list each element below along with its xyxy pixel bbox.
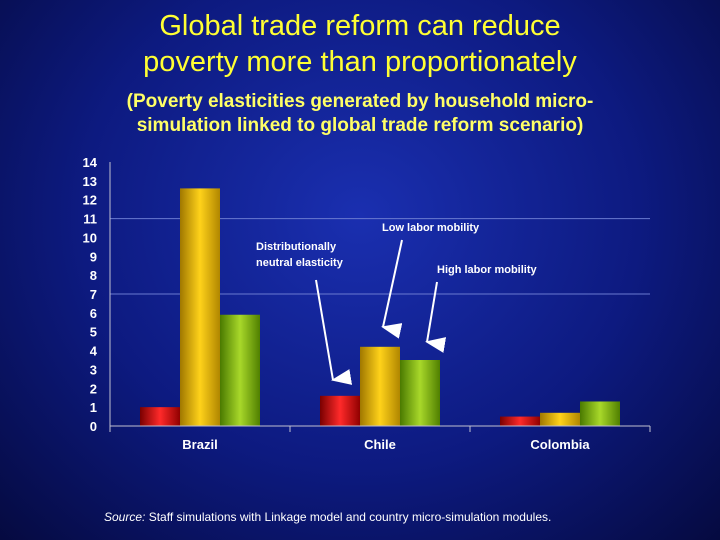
category-label: Colombia (530, 437, 590, 452)
source-text: Staff simulations with Linkage model and… (145, 510, 552, 524)
slide-subtitle: (Poverty elasticities generated by house… (0, 90, 720, 138)
y-tick-label: 6 (90, 306, 97, 321)
annotation-label: High labor mobility (437, 264, 537, 276)
y-tick-label: 12 (83, 193, 97, 208)
annotations: Distributionally neutral elasticity Low la… (256, 222, 537, 385)
bar-brazil-series-1 (140, 407, 180, 426)
annotation-arrow (381, 239, 403, 339)
y-tick-label: 8 (90, 268, 97, 283)
bars (140, 188, 620, 426)
y-tick-label: 14 (83, 155, 98, 170)
bar-brazil-series-2 (180, 188, 220, 426)
annotation-label: neutral elasticity (256, 257, 344, 269)
subtitle-line-1: (Poverty elasticities generated by house… (126, 91, 594, 112)
subtitle-line-2: simulation linked to global trade reform… (136, 115, 584, 136)
x-axis: Brazil Chile Colombia (109, 425, 651, 452)
bar-colombia-series-3 (580, 401, 620, 426)
category-label: Brazil (182, 437, 217, 452)
y-tick-label: 13 (83, 174, 97, 189)
source-label: Source: (104, 510, 146, 524)
y-tick-label: 9 (90, 249, 97, 264)
bar-chile-series-3 (400, 360, 440, 426)
bar-chile-series-2 (360, 346, 400, 426)
y-tick-label: 7 (90, 287, 97, 302)
category-label: Chile (364, 437, 396, 452)
bar-brazil-series-3 (220, 314, 260, 426)
annotation-arrow (425, 281, 447, 353)
y-tick-label: 3 (90, 362, 97, 377)
title-line-2: poverty more than proportionately (143, 46, 577, 78)
source-note: Source: Staff simulations with Linkage m… (104, 510, 551, 524)
y-tick-label: 5 (90, 325, 97, 340)
annotation-label: Distributionally (256, 241, 337, 253)
bar-colombia-series-1 (500, 416, 540, 426)
bar-colombia-series-2 (540, 412, 580, 426)
bar-chile-series-1 (320, 395, 360, 426)
annotation-arrow (315, 279, 353, 385)
title-line-1: Global trade reform can reduce (159, 10, 561, 42)
annotation-label: Low labor mobility (382, 222, 480, 234)
y-tick-label: 11 (83, 212, 97, 227)
y-tick-label: 1 (90, 400, 97, 415)
y-tick-label: 4 (90, 344, 98, 359)
y-tick-label: 0 (90, 419, 97, 434)
slide-title: Global trade reform can reduce poverty m… (0, 8, 720, 80)
y-tick-label: 2 (90, 381, 97, 396)
y-tick-label: 10 (83, 230, 97, 245)
